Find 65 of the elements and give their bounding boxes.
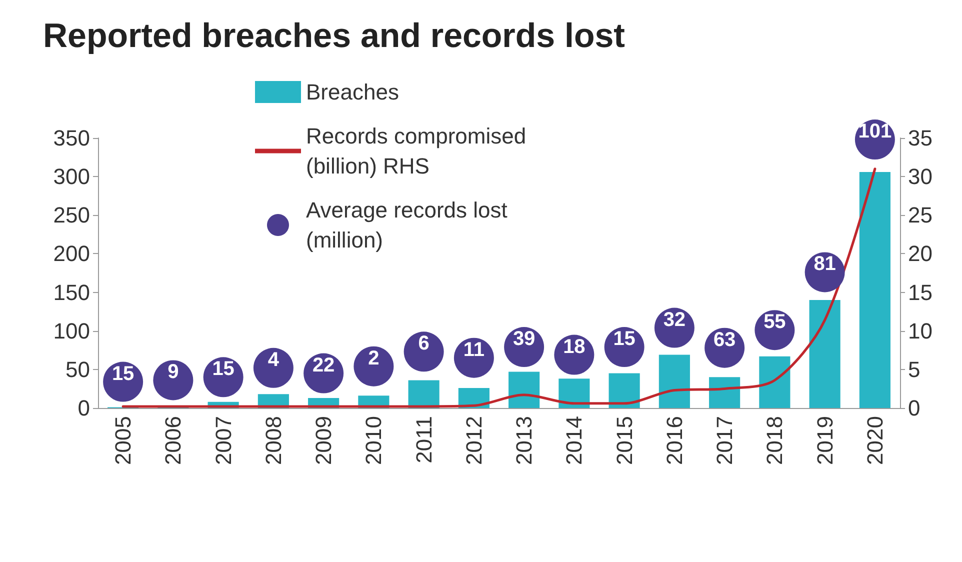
legend-label: Average records lost (million) bbox=[306, 198, 514, 252]
annotation: 11 bbox=[463, 338, 485, 361]
annotation: 63 bbox=[713, 328, 736, 351]
x-tick-label: 2015 bbox=[612, 416, 637, 465]
annotation: 4 bbox=[268, 348, 280, 371]
bar bbox=[709, 377, 740, 408]
annotation: 15 bbox=[212, 358, 234, 380]
x-tick-label: 2017 bbox=[712, 416, 738, 465]
x-tick-label: 2008 bbox=[260, 416, 286, 465]
annotation: 2 bbox=[368, 347, 380, 370]
y2-tick-label: 0 bbox=[908, 396, 920, 420]
y2-tick-label: 35 bbox=[908, 126, 932, 150]
x-tick-label: 2010 bbox=[361, 416, 386, 465]
x-tick-label: 2011 bbox=[411, 416, 436, 464]
y2-tick-label: 25 bbox=[908, 202, 932, 228]
annotation: 39 bbox=[512, 328, 536, 350]
x-tick-label: 2014 bbox=[562, 416, 587, 465]
x-tick-label: 2005 bbox=[110, 416, 136, 465]
y-tick-label: 50 bbox=[66, 356, 90, 382]
point bbox=[404, 332, 444, 372]
bar bbox=[658, 354, 690, 408]
chart-title: Reported breaches and records lost bbox=[43, 17, 625, 55]
bar bbox=[558, 378, 590, 408]
legend-label: Breaches bbox=[306, 80, 399, 104]
x-tick-label: 2020 bbox=[862, 416, 888, 465]
annotation: 22 bbox=[312, 354, 335, 376]
y-tick-label: 200 bbox=[53, 241, 90, 266]
y-tick-label: 0 bbox=[78, 396, 90, 420]
x-tick-label: 2007 bbox=[210, 416, 236, 465]
annotation: 81 bbox=[814, 253, 836, 276]
y2-tick-label: 30 bbox=[908, 164, 932, 190]
y2-tick-label: 10 bbox=[908, 318, 932, 344]
y-tick-label: 150 bbox=[53, 280, 90, 305]
annotation: 18 bbox=[563, 336, 586, 358]
y2-tick-label: 5 bbox=[908, 356, 920, 382]
annotation: 15 bbox=[112, 362, 134, 385]
bar bbox=[759, 356, 790, 408]
x-tick-label: 2019 bbox=[812, 416, 838, 465]
y-tick-label: 350 bbox=[53, 126, 90, 150]
point bbox=[253, 348, 294, 388]
x-tick-label: 2009 bbox=[311, 416, 336, 465]
y2-tick-label: 15 bbox=[908, 280, 932, 305]
y-tick-label: 250 bbox=[53, 202, 90, 228]
annotation: 55 bbox=[764, 311, 786, 334]
annotation: 6 bbox=[418, 332, 430, 355]
bar bbox=[408, 380, 440, 408]
bar bbox=[859, 172, 890, 408]
annotation: 9 bbox=[168, 361, 179, 384]
point bbox=[153, 360, 194, 400]
legend-label: Records compromised (billion) RHS bbox=[306, 124, 532, 178]
bar bbox=[809, 300, 840, 408]
x-tick-label: 2006 bbox=[160, 416, 186, 465]
annotation: 101 bbox=[858, 120, 892, 143]
bar bbox=[608, 373, 640, 408]
x-tick-label: 2012 bbox=[461, 416, 486, 465]
y2-tick-label: 20 bbox=[908, 241, 932, 266]
annotation: 15 bbox=[613, 328, 636, 350]
y-tick-label: 100 bbox=[53, 318, 90, 344]
point bbox=[354, 346, 394, 386]
x-tick-label: 2018 bbox=[762, 416, 788, 465]
annotation: 32 bbox=[663, 308, 686, 331]
bar bbox=[508, 372, 540, 408]
x-tick-label: 2016 bbox=[662, 416, 687, 465]
x-tick-label: 2013 bbox=[512, 416, 537, 465]
y-tick-label: 300 bbox=[53, 164, 90, 190]
